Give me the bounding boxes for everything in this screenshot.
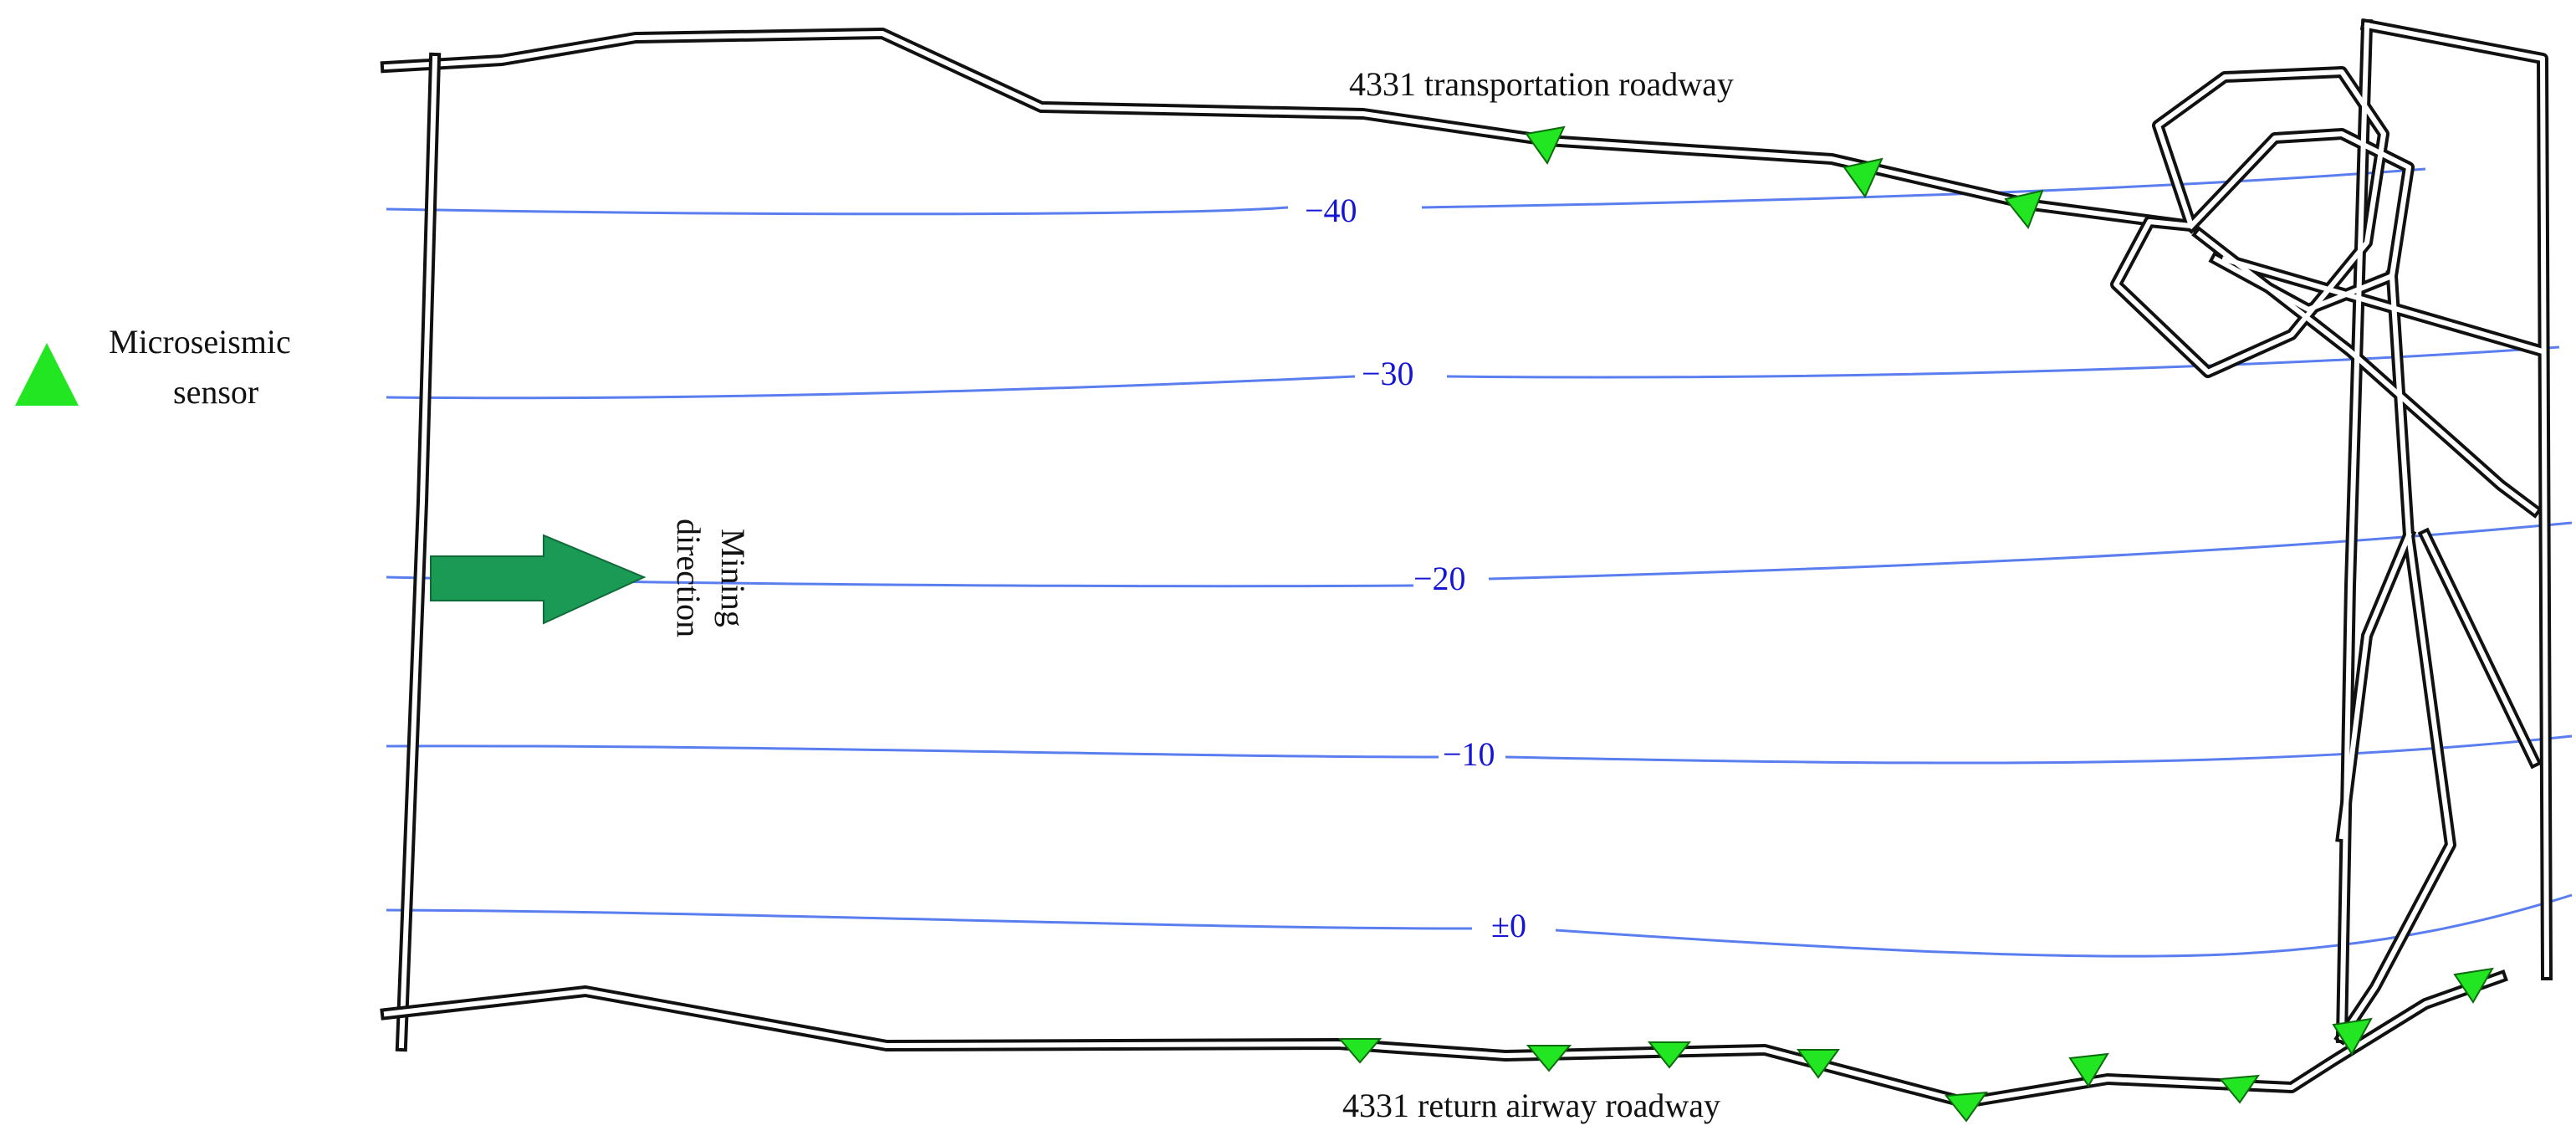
contour-line-minus30: [386, 375, 1356, 400]
legend-sensor-label-line2: sensor: [173, 373, 258, 411]
inner-loop-roadway-core: [2187, 131, 2411, 312]
sensor-marker: [1797, 1049, 1840, 1079]
sensor-marker: [1337, 1038, 1383, 1064]
contour-label-minus10: −10: [1443, 735, 1495, 773]
mining-direction-label-line2: direction: [670, 519, 708, 637]
mining-direction: Mining direction: [430, 519, 752, 637]
contour-label-minus30: −30: [1362, 355, 1414, 392]
contour-lines: [386, 167, 2573, 958]
sensor-marker: [1843, 157, 1883, 199]
contour-label-0: ±0: [1491, 907, 1526, 944]
sensor-marker: [2068, 1052, 2109, 1087]
mining-direction-label-line1: Mining: [714, 529, 752, 627]
connector-roadway-a-core: [2338, 273, 2453, 1041]
legend-sensor-icon: [15, 343, 79, 406]
connector-roadway-b-core: [2421, 531, 2538, 765]
top-right-roadway-core: [2364, 22, 2550, 978]
transportation-roadway: [380, 28, 2198, 233]
east-vertical-roadway-core: [2338, 22, 2370, 1041]
contour-line-minus10: [386, 744, 1439, 759]
contour-line-0: [386, 908, 1473, 930]
right-roadway-complex-core: [2113, 22, 2550, 1041]
contour-labels: −40 −30 −20 −10 ±0: [1305, 192, 1526, 944]
sensor-marker: [1525, 125, 1566, 165]
contour-line-minus10-right: [1505, 734, 2573, 765]
roadway-network: [380, 18, 2553, 1108]
contour-label-minus20: −20: [1413, 560, 1466, 597]
sensor-marker: [2004, 189, 2044, 229]
mining-direction-arrow: [430, 534, 647, 625]
sensor-markers: [1337, 125, 2494, 1123]
connector-roadway-c-core: [2338, 532, 2412, 840]
sensor-marker: [1945, 1091, 1989, 1123]
sensor-marker: [2332, 1017, 2373, 1056]
contour-line-0-right: [1555, 893, 2573, 958]
cross-roadway-core: [2221, 256, 2546, 355]
sensor-marker: [2219, 1074, 2261, 1104]
legend: Microseismic sensor: [15, 323, 291, 411]
sensor-marker: [1647, 1041, 1692, 1069]
legend-sensor-label-line1: Microseismic: [109, 323, 291, 361]
left-boundary-roadway-core: [398, 55, 438, 1049]
return-airway-roadway-core: [383, 974, 2504, 1105]
sensor-marker: [2453, 967, 2494, 1004]
contour-line-minus40: [386, 206, 1289, 216]
octagon-roadway-core: [2113, 69, 2386, 375]
contour-line-minus30-right: [1446, 345, 2560, 379]
contour-label-minus40: −40: [1305, 192, 1357, 229]
transportation-roadway-label: 4331 transportation roadway: [1349, 65, 1734, 103]
sensor-marker: [1526, 1045, 1572, 1072]
return-airway-roadway-label: 4331 return airway roadway: [1342, 1087, 1720, 1124]
transportation-roadway-core: [383, 31, 2195, 229]
diagonal-roadway-core: [2195, 230, 2538, 514]
